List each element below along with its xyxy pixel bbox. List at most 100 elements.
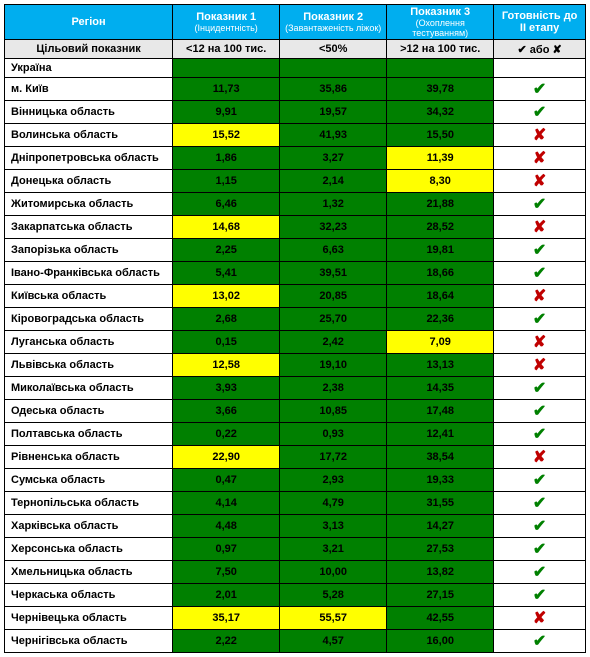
table-row: Київська область13,0220,8518,64✘ <box>5 285 586 308</box>
ready-cell: ✔ <box>494 101 586 124</box>
ready-cell: ✔ <box>494 308 586 331</box>
header-ind2: Показник 2 (Завантаженість ліжок) <box>280 5 387 40</box>
value-cell: 7,09 <box>387 331 494 354</box>
check-icon: ✔ <box>533 518 546 535</box>
value-cell: 4,48 <box>173 515 280 538</box>
value-cell: 39,78 <box>387 78 494 101</box>
value-cell: 2,01 <box>173 584 280 607</box>
table-row: Волинська область15,5241,9315,50✘ <box>5 124 586 147</box>
table-row: Черкаська область2,015,2827,15✔ <box>5 584 586 607</box>
check-icon: ✔ <box>533 311 546 328</box>
ready-cell: ✘ <box>494 170 586 193</box>
region-cell: Рівненська область <box>5 446 173 469</box>
check-icon: ✔ <box>533 633 546 650</box>
value-cell: 7,50 <box>173 561 280 584</box>
value-cell: 5,41 <box>173 262 280 285</box>
target-row: Цільовий показник <12 на 100 тис. <50% >… <box>5 40 586 59</box>
region-cell: Черкаська область <box>5 584 173 607</box>
table-row: Запорізька область2,256,6319,81✔ <box>5 239 586 262</box>
check-icon: ✔ <box>533 472 546 489</box>
header-ready: Готовність до ІІ етапу <box>494 5 586 40</box>
table-row: Донецька область1,152,148,30✘ <box>5 170 586 193</box>
region-cell: Івано-Франківська область <box>5 262 173 285</box>
value-cell: 27,53 <box>387 538 494 561</box>
region-cell: Полтавська область <box>5 423 173 446</box>
ready-cell: ✔ <box>494 377 586 400</box>
value-cell: 3,21 <box>280 538 387 561</box>
cross-icon: ✘ <box>533 173 546 190</box>
table-row: Житомирська область6,461,3221,88✔ <box>5 193 586 216</box>
check-icon: ✔ <box>533 265 546 282</box>
value-cell: 12,41 <box>387 423 494 446</box>
target-label: Цільовий показник <box>5 40 173 59</box>
target-ind3: >12 на 100 тис. <box>387 40 494 59</box>
ready-cell: ✔ <box>494 630 586 653</box>
value-cell: 17,48 <box>387 400 494 423</box>
target-ready: ✔ або ✘ <box>494 40 586 59</box>
ready-cell: ✘ <box>494 354 586 377</box>
region-cell: Миколаївська область <box>5 377 173 400</box>
region-cell: Волинська область <box>5 124 173 147</box>
value-cell: 17,72 <box>280 446 387 469</box>
value-cell: 3,93 <box>173 377 280 400</box>
value-cell: 14,35 <box>387 377 494 400</box>
cross-icon: ✘ <box>533 219 546 236</box>
value-cell: 32,23 <box>280 216 387 239</box>
value-cell: 39,51 <box>280 262 387 285</box>
value-cell: 41,93 <box>280 124 387 147</box>
value-cell: 18,66 <box>387 262 494 285</box>
value-cell: 19,10 <box>280 354 387 377</box>
header-ind1-title: Показник 1 <box>196 11 256 23</box>
region-cell: Житомирська область <box>5 193 173 216</box>
value-cell <box>280 59 387 78</box>
header-ind3: Показник 3 (Охоплення тестуванням) <box>387 5 494 40</box>
cross-icon: ✘ <box>533 610 546 627</box>
ready-cell: ✔ <box>494 492 586 515</box>
table-row: Полтавська область0,220,9312,41✔ <box>5 423 586 446</box>
region-cell: Київська область <box>5 285 173 308</box>
value-cell: 12,58 <box>173 354 280 377</box>
value-cell: 11,39 <box>387 147 494 170</box>
value-cell: 0,47 <box>173 469 280 492</box>
table-row: Сумська область0,472,9319,33✔ <box>5 469 586 492</box>
header-ind2-sub: (Завантаженість ліжок) <box>284 23 382 33</box>
ready-cell <box>494 59 586 78</box>
value-cell: 35,86 <box>280 78 387 101</box>
check-icon: ✔ <box>533 426 546 443</box>
value-cell: 10,00 <box>280 561 387 584</box>
value-cell: 4,79 <box>280 492 387 515</box>
value-cell: 55,57 <box>280 607 387 630</box>
value-cell: 1,86 <box>173 147 280 170</box>
value-cell: 1,32 <box>280 193 387 216</box>
check-icon: ✔ <box>533 541 546 558</box>
check-icon: ✔ <box>533 564 546 581</box>
value-cell: 10,85 <box>280 400 387 423</box>
ready-cell: ✘ <box>494 331 586 354</box>
ready-cell: ✔ <box>494 239 586 262</box>
value-cell: 38,54 <box>387 446 494 469</box>
value-cell: 2,68 <box>173 308 280 331</box>
ready-cell: ✘ <box>494 446 586 469</box>
table-row: Кіровоградська область2,6825,7022,36✔ <box>5 308 586 331</box>
value-cell: 42,55 <box>387 607 494 630</box>
value-cell: 14,68 <box>173 216 280 239</box>
region-cell: Кіровоградська область <box>5 308 173 331</box>
value-cell: 2,22 <box>173 630 280 653</box>
value-cell <box>387 59 494 78</box>
table-row: Луганська область0,152,427,09✘ <box>5 331 586 354</box>
region-cell: Чернігівська область <box>5 630 173 653</box>
value-cell: 22,90 <box>173 446 280 469</box>
region-cell: Закарпатська область <box>5 216 173 239</box>
cross-icon: ✘ <box>533 449 546 466</box>
value-cell: 21,88 <box>387 193 494 216</box>
table-row: Харківська область4,483,1314,27✔ <box>5 515 586 538</box>
value-cell: 3,27 <box>280 147 387 170</box>
table-row: Рівненська область22,9017,7238,54 ✘ <box>5 446 586 469</box>
value-cell: 27,15 <box>387 584 494 607</box>
table-row: Хмельницька область7,5010,0013,82✔ <box>5 561 586 584</box>
table-row: Вінницька область9,9119,5734,32✔ <box>5 101 586 124</box>
ready-cell: ✔ <box>494 561 586 584</box>
region-cell: Тернопільська область <box>5 492 173 515</box>
table-row: Херсонська область0,973,2127,53✔ <box>5 538 586 561</box>
table-row: Івано-Франківська область5,4139,5118,66 ✔ <box>5 262 586 285</box>
